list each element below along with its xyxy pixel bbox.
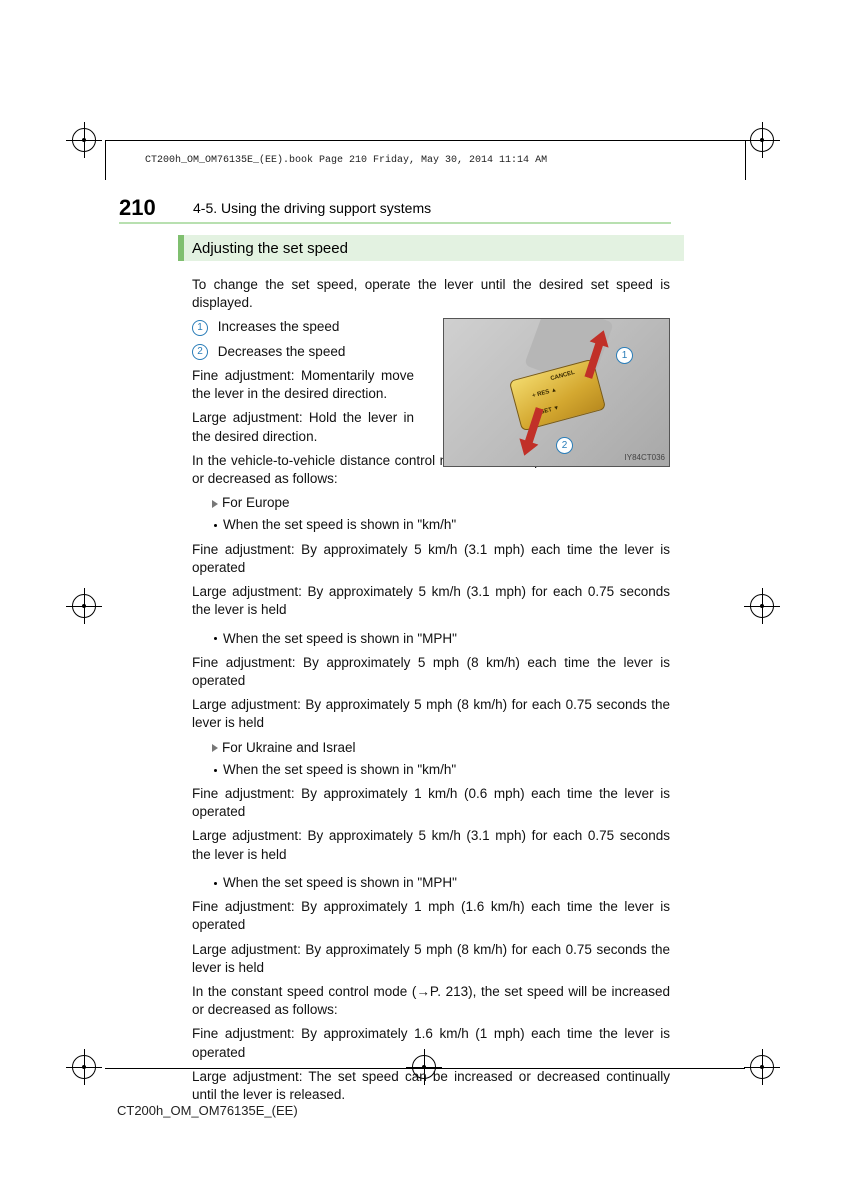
const-large: Large adjustment: The set speed can be i…: [192, 1068, 670, 1104]
book-header: CT200h_OM_OM76135E_(EE).book Page 210 Fr…: [145, 155, 547, 166]
crop-mark-tr: [750, 128, 774, 152]
r2b-fine: Fine adjustment: By approximately 1 mph …: [192, 898, 670, 934]
r2a-head: When the set speed is shown in "km/h": [212, 761, 670, 779]
lever-illustration: CANCEL + RES ▲ - SET ▼ 1 2 IY84CT036: [443, 318, 670, 467]
num-circle-1: 1: [192, 320, 208, 336]
dot-icon: [214, 637, 217, 640]
r2b-head: When the set speed is shown in "MPH": [212, 874, 670, 892]
item2-text: Decreases the speed: [218, 344, 346, 359]
region-europe: For Europe: [212, 494, 670, 512]
footer-code: CT200h_OM_OM76135E_(EE): [117, 1103, 298, 1118]
r1b-large: Large adjustment: By approximately 5 mph…: [192, 696, 670, 732]
crop-mark-mr: [750, 594, 774, 618]
crop-mark-bl: [72, 1055, 96, 1079]
r2a-fine: Fine adjustment: By approximately 1 km/h…: [192, 785, 670, 821]
r1b-head: When the set speed is shown in "MPH": [212, 630, 670, 648]
triangle-icon: [212, 744, 218, 752]
triangle-icon: [212, 500, 218, 508]
r2a-large: Large adjustment: By approximately 5 km/…: [192, 827, 670, 863]
crop-mark-tl: [72, 128, 96, 152]
fine-adj: Fine adjustment: Momentarily move the le…: [192, 367, 414, 403]
dot-icon: [214, 882, 217, 885]
r2b-large: Large adjustment: By approximately 5 mph…: [192, 941, 670, 977]
r1a-head: When the set speed is shown in "km/h": [212, 516, 670, 534]
callout-2: 2: [556, 437, 573, 454]
body-content: To change the set speed, operate the lev…: [192, 270, 670, 1110]
callout-1: 1: [616, 347, 633, 364]
r1a-fine: Fine adjustment: By approximately 5 km/h…: [192, 541, 670, 577]
crop-mark-br: [750, 1055, 774, 1079]
const-mode: In the constant speed control mode (→P. …: [192, 983, 670, 1019]
r1a-large: Large adjustment: By approximately 5 km/…: [192, 583, 670, 619]
header-rule: [119, 222, 671, 224]
subsection-heading: Adjusting the set speed: [178, 235, 684, 261]
region-ukraine: For Ukraine and Israel: [212, 739, 670, 757]
dot-icon: [214, 769, 217, 772]
page-number: 210: [119, 195, 156, 221]
image-code: IY84CT036: [625, 453, 665, 464]
large-adj: Large adjustment: Hold the lever in the …: [192, 409, 414, 445]
crop-mark-ml: [72, 594, 96, 618]
section-title: 4-5. Using the driving support systems: [193, 200, 431, 216]
r1b-fine: Fine adjustment: By approximately 5 mph …: [192, 654, 670, 690]
dot-icon: [214, 524, 217, 527]
const-fine: Fine adjustment: By approximately 1.6 km…: [192, 1025, 670, 1061]
num-circle-2: 2: [192, 344, 208, 360]
item1-text: Increases the speed: [218, 319, 340, 334]
intro-text: To change the set speed, operate the lev…: [192, 276, 670, 312]
